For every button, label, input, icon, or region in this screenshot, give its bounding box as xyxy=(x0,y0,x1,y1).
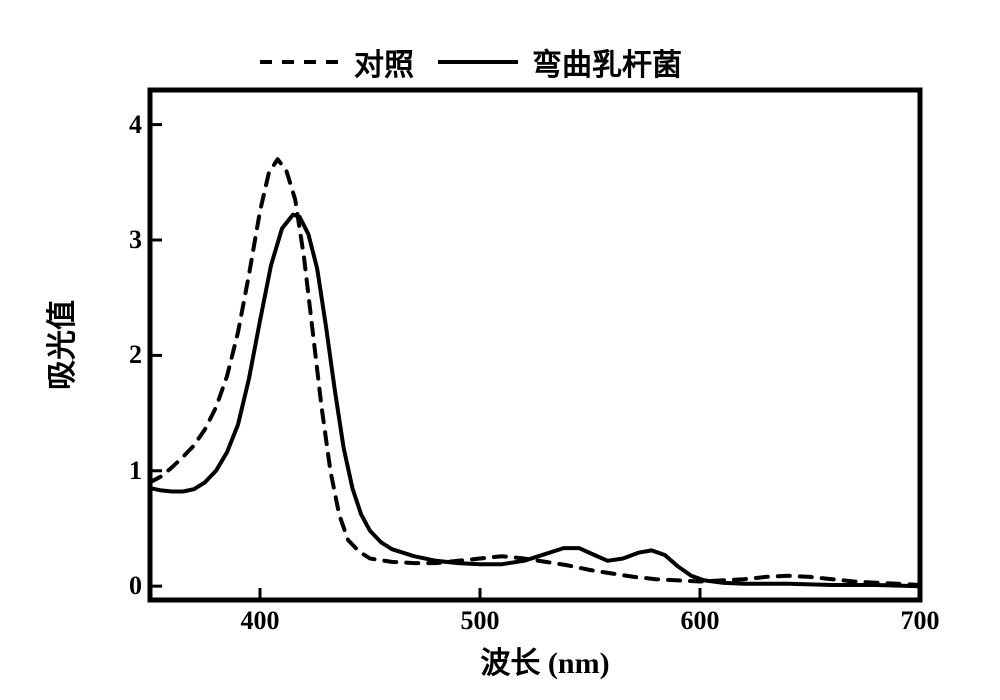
y-tick-label: 4 xyxy=(102,110,142,140)
x-tick-label: 500 xyxy=(440,606,520,636)
chart-svg xyxy=(150,90,920,600)
chart-plot-area xyxy=(150,90,920,600)
series-line xyxy=(150,159,920,585)
y-axis-label-text: 吸光值 xyxy=(46,300,79,390)
x-tick-label: 700 xyxy=(880,606,960,636)
y-tick-label: 2 xyxy=(102,340,142,370)
x-axis-label: 波长 (nm) xyxy=(415,638,675,682)
x-tick-label: 400 xyxy=(220,606,300,636)
legend-line-sample xyxy=(260,52,340,72)
legend-line-sample xyxy=(438,52,518,72)
legend-item: 对照 xyxy=(260,40,414,84)
series-line xyxy=(150,215,920,587)
legend-label: 对照 xyxy=(354,40,414,84)
legend-label: 弯曲乳杆菌 xyxy=(532,40,682,84)
x-tick-label: 600 xyxy=(660,606,740,636)
y-tick-label: 3 xyxy=(102,225,142,255)
chart-legend: 对照 弯曲乳杆菌 xyxy=(260,40,682,84)
y-tick-label: 0 xyxy=(102,571,142,601)
y-axis-label: 吸光值 xyxy=(40,235,90,460)
legend-item: 弯曲乳杆菌 xyxy=(438,40,682,84)
y-tick-label: 1 xyxy=(102,456,142,486)
